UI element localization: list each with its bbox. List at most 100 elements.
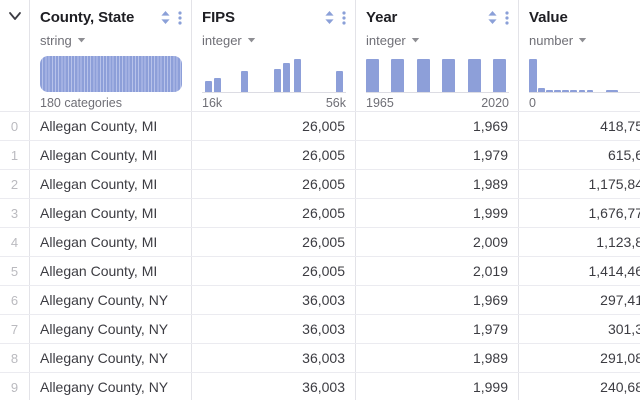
table-cell: 1,123,8 (519, 228, 640, 256)
column-type-selector[interactable]: integer (366, 31, 509, 49)
table-cell: 1,676,77 (519, 199, 640, 227)
histogram-bar (416, 59, 430, 92)
column-type-selector[interactable]: integer (202, 31, 346, 49)
table-row: 1 Allegan County, MI 26,005 1,979 615,6 (0, 141, 640, 170)
histogram-bar (241, 71, 249, 92)
row-number: 9 (0, 373, 30, 400)
column-title: County, State (40, 9, 135, 26)
histogram-bar (213, 78, 221, 92)
column-header-year[interactable]: Year integer 1965 2020 (356, 0, 519, 111)
histogram-baseline (366, 92, 509, 93)
table-cell: 36,003 (192, 286, 356, 314)
column-histogram[interactable] (40, 55, 182, 93)
histogram-bar (562, 90, 570, 92)
table-cell: Allegan County, MI (30, 199, 192, 227)
table-row: 0 Allegan County, MI 26,005 1,969 418,75 (0, 112, 640, 141)
histogram-bar (554, 90, 562, 92)
histogram-bar (586, 90, 594, 92)
column-histogram[interactable] (366, 55, 509, 93)
caret-down-icon (77, 37, 86, 43)
column-type-selector[interactable]: string (40, 31, 182, 49)
table-cell: 1,175,84 (519, 170, 640, 198)
column-menu-icon[interactable] (178, 10, 182, 25)
table-row: 2 Allegan County, MI 26,005 1,989 1,175,84 (0, 170, 640, 199)
sort-icon[interactable] (161, 11, 170, 24)
range-min-label: 180 categories (40, 96, 123, 110)
histogram-bar (274, 69, 281, 92)
table-row: 6 Allegany County, NY 36,003 1,969 297,41 (0, 286, 640, 315)
table-row: 3 Allegan County, MI 26,005 1,999 1,676,77 (0, 199, 640, 228)
range-min-label: 16k (202, 96, 223, 110)
histogram-bar (578, 90, 586, 92)
histogram-bar (493, 59, 507, 92)
table-row: 5 Allegan County, MI 26,005 2,019 1,414,46 (0, 257, 640, 286)
column-menu-icon[interactable] (505, 10, 509, 25)
column-histogram[interactable] (202, 55, 346, 93)
histogram-baseline (202, 92, 346, 93)
row-number: 4 (0, 228, 30, 256)
table-cell: Allegan County, MI (30, 170, 192, 198)
table-cell: 301,3 (519, 315, 640, 343)
range-min-label: 1965 (366, 96, 394, 110)
table-cell: 297,41 (519, 286, 640, 314)
table-cell: Allegan County, MI (30, 141, 192, 169)
histogram-bar (606, 90, 619, 92)
histogram-bar (336, 71, 344, 92)
row-number: 1 (0, 141, 30, 169)
table-cell: 26,005 (192, 257, 356, 285)
table-cell: 418,75 (519, 112, 640, 140)
row-number: 3 (0, 199, 30, 227)
table-cell: Allegany County, NY (30, 344, 192, 372)
caret-down-icon (411, 37, 420, 43)
table-corner[interactable] (0, 0, 30, 111)
table-row: 9 Allegany County, NY 36,003 1,999 240,68 (0, 373, 640, 400)
column-type-label: number (529, 32, 574, 48)
histogram-bar (538, 88, 546, 92)
table-cell: 1,979 (356, 315, 519, 343)
column-header-value[interactable]: Value number 0 (519, 0, 640, 111)
table-row: 7 Allegany County, NY 36,003 1,979 301,3 (0, 315, 640, 344)
sort-icon[interactable] (325, 11, 334, 24)
column-histogram[interactable] (529, 55, 640, 93)
column-header-county-state[interactable]: County, State string 180 categories (30, 0, 192, 111)
histogram-bar (205, 81, 212, 92)
sort-icon[interactable] (488, 11, 497, 24)
table-cell: 1,414,46 (519, 257, 640, 285)
table-cell: 1,989 (356, 170, 519, 198)
range-min-label: 0 (529, 96, 536, 110)
table-cell: 240,68 (519, 373, 640, 400)
chevron-down-icon[interactable] (7, 8, 29, 24)
range-max-label: 56k (325, 96, 346, 110)
table-cell: 615,6 (519, 141, 640, 169)
table-cell: Allegan County, MI (30, 112, 192, 140)
table-cell: Allegany County, NY (30, 373, 192, 400)
table-cell: 36,003 (192, 373, 356, 400)
categorical-histogram-block (40, 56, 182, 92)
caret-down-icon (578, 37, 587, 43)
column-title: Year (366, 9, 398, 26)
table-cell: 1,989 (356, 344, 519, 372)
histogram-bar (529, 59, 538, 92)
column-menu-icon[interactable] (342, 10, 346, 25)
row-number: 7 (0, 315, 30, 343)
table-cell: 36,003 (192, 344, 356, 372)
table-cell: Allegany County, NY (30, 286, 192, 314)
table-cell: 291,08 (519, 344, 640, 372)
column-type-selector[interactable]: number (529, 31, 640, 49)
histogram-bar (293, 59, 301, 92)
table-cell: 1,999 (356, 373, 519, 400)
table-row: 8 Allegany County, NY 36,003 1,989 291,08 (0, 344, 640, 373)
table-cell: 1,969 (356, 286, 519, 314)
table-cell: 26,005 (192, 170, 356, 198)
row-number: 0 (0, 112, 30, 140)
table-header: County, State string 180 categories FIPS int… (0, 0, 640, 112)
column-header-fips[interactable]: FIPS integer 16k 56k (192, 0, 356, 111)
table-cell: 2,019 (356, 257, 519, 285)
histogram-bar (570, 90, 578, 92)
column-title: Value (529, 9, 568, 26)
table-cell: Allegan County, MI (30, 257, 192, 285)
table-cell: 26,005 (192, 141, 356, 169)
caret-down-icon (247, 37, 256, 43)
histogram-baseline (529, 92, 640, 93)
